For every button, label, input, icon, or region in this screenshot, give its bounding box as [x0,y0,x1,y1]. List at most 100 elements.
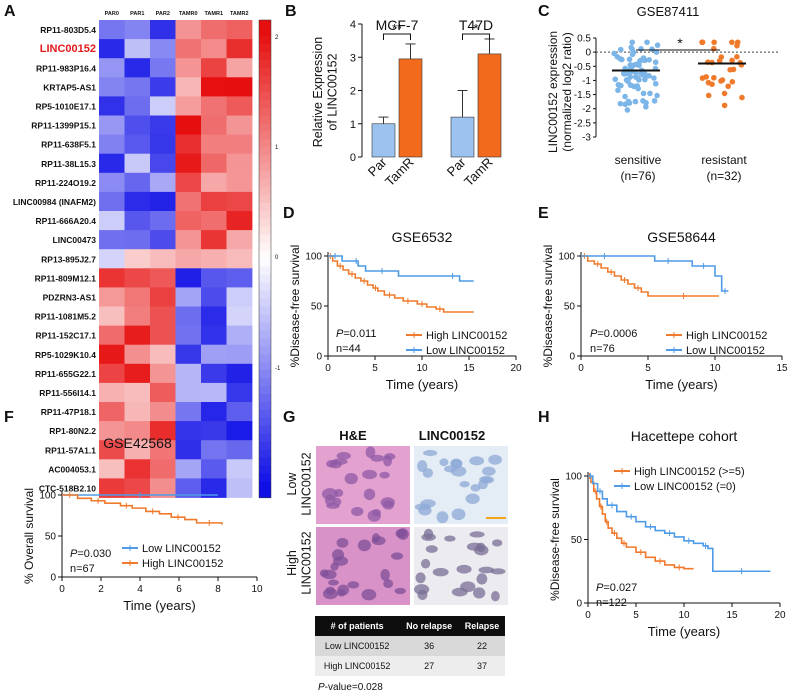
colorbar-segment [259,123,271,133]
cell-nucleus [418,505,432,516]
data-point [635,85,641,92]
colorbar-segment [259,51,271,61]
cell-nucleus [421,533,436,541]
heatmap-cell [226,440,253,460]
heatmap-cell [201,421,227,441]
panel-letter-e: E [538,205,549,222]
cell-nucleus [361,589,377,601]
heatmap-cell [226,421,253,441]
y-tick-label: 0 [50,573,56,584]
cell-nucleus [470,484,481,492]
data-point [622,93,628,100]
data-point [725,83,731,90]
colorbar-segment [259,433,271,443]
y-axis-label: %Disease-free survival [288,245,302,368]
colorbar-segment [259,203,271,212]
x-tick-label: 5 [645,363,651,374]
data-point [631,83,637,90]
p-value-symbol: P [336,328,344,340]
cell-nucleus [370,454,385,462]
cell-nucleus [333,497,342,506]
cell-nucleus [415,572,426,584]
heatmap-row-label: RP11-655G22.1 [35,369,96,379]
y-tick-label: -3 [582,133,591,144]
panel-letter-h: H [538,409,550,426]
heatmap-cell [201,172,227,193]
heatmap-cell [150,230,176,250]
heatmap-row-label: LINC00152 [40,43,96,55]
y-axis-label: %Disease-free survival [548,478,562,601]
colorbar-segment [259,346,271,355]
cell-nucleus [336,451,351,460]
legend-label: High LINC00152 [426,330,507,342]
heatmap-cell [124,268,151,288]
heatmap-cell [99,172,125,193]
x-tick-label: 4 [137,584,143,595]
heatmap-cell [201,134,227,155]
heatmap-cell [124,39,151,59]
colorbar-segment [259,226,271,236]
x-group-label: resistant [701,153,747,167]
heatmap-cell [99,344,125,365]
table-header: Relapse [458,616,505,636]
row-label-line: Low [285,472,299,496]
heatmap-cell [175,306,202,326]
heatmap-cell [124,421,151,441]
colorbar-segment [259,171,271,180]
heatmap-cell [150,96,176,116]
heatmap-cell [99,153,125,174]
group-title: T47D [459,17,493,33]
heatmap-cell [99,39,125,59]
row-label-line: High [285,550,299,576]
heatmap-cell [201,459,227,479]
table-cell: 37 [458,656,505,676]
data-point [651,98,658,104]
cell-nucleus [372,533,381,543]
heatmap-cell [150,134,176,155]
y-tick-label: -2 [582,104,591,115]
colorbar-segment [259,147,271,156]
data-point [632,98,639,105]
data-point [617,46,624,53]
heatmap-cell [201,249,227,269]
heatmap-cell [175,20,202,40]
heatmap-cell [175,287,202,307]
heatmap-cell [124,440,151,460]
y-tick-label: 0 [576,599,582,610]
y-tick-label: 100 [565,472,582,483]
heatmap-row-label: RP11-809M12.1 [35,273,97,283]
cell-nucleus [425,545,438,553]
cell-nucleus [351,506,364,517]
heatmap-column-label: TAMR1 [204,11,223,17]
cell-nucleus [432,567,449,577]
cell-nucleus [362,469,377,480]
heatmap-cell [124,478,151,498]
relapse-table: # of patients No relapse Relapse Low LIN… [315,616,505,676]
colorbar-frame [258,19,272,498]
heatmap-cell [124,153,151,174]
legend-label: High LINC00152 [142,558,223,570]
data-point [627,74,634,80]
data-point [652,80,659,87]
cell-nucleus [478,566,495,574]
data-point [721,102,728,109]
heatmap-cell [150,115,176,135]
colorbar-segment [259,139,271,148]
heatmap-cell [175,325,202,346]
colorbar-segment [259,35,271,45]
heatmap-cell [201,344,227,365]
heatmap-cell [150,153,176,174]
heatmap-cell [150,382,176,403]
data-point [646,73,652,79]
cell-nucleus [472,587,486,599]
heatmap-cell [226,172,253,193]
heatmap-cell [124,249,151,269]
colorbar-segment [259,258,271,268]
heatmap-cell [124,77,151,97]
colorbar-segment [259,465,271,475]
data-point [643,104,649,110]
colorbar-segment [259,179,271,188]
heatmap-row-label: CTC-518B2.10 [39,483,96,493]
bar [398,58,423,158]
p-value-number: =0.027 [603,582,637,594]
